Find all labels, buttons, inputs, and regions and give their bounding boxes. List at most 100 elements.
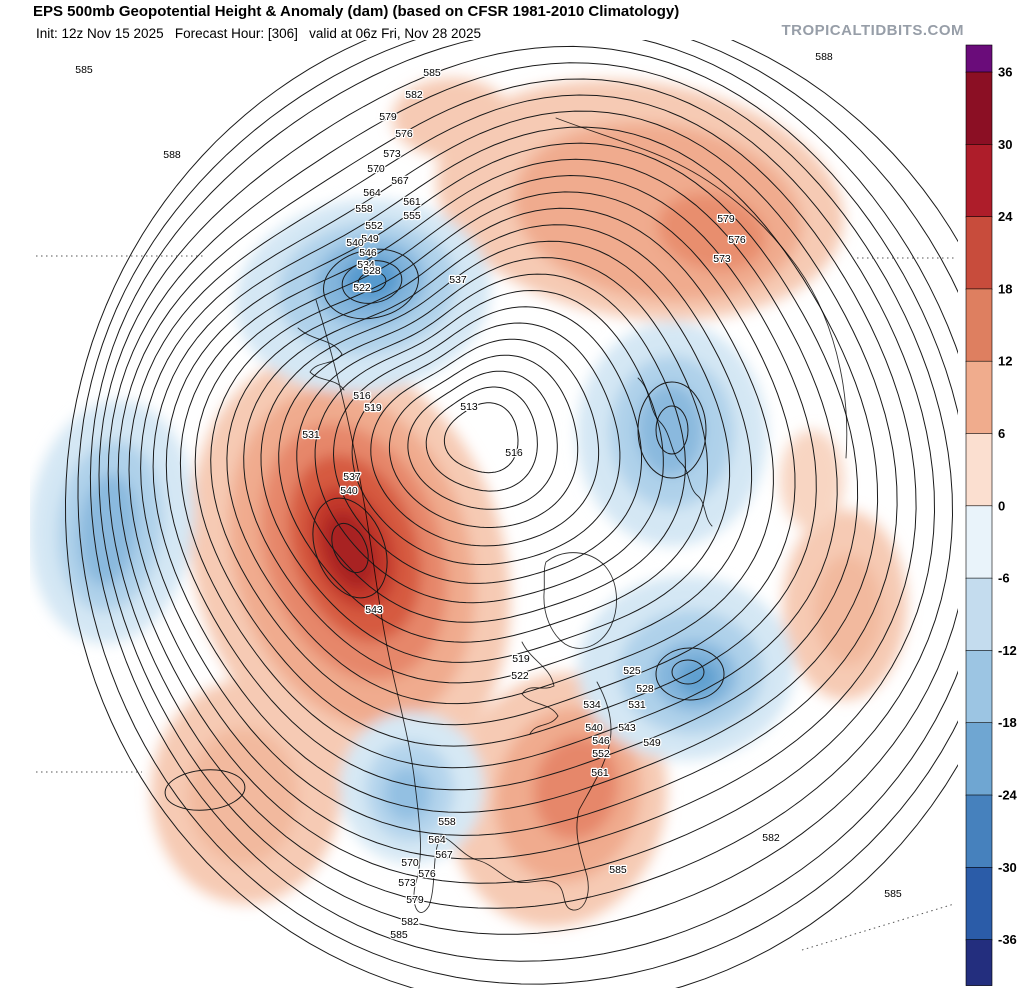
height-contours <box>64 40 958 988</box>
contour-label: 585 <box>390 929 408 941</box>
colorbar-tick: 24 <box>998 209 1013 224</box>
contour-line <box>117 78 936 884</box>
graticule-line <box>801 903 955 951</box>
contour-line <box>107 62 954 909</box>
coastline-path <box>297 327 345 391</box>
contour-label: 546 <box>359 247 377 259</box>
contour-line <box>152 126 879 813</box>
colorbar-segment <box>965 650 993 724</box>
anomaly-blob <box>657 193 767 271</box>
colorbar-segment <box>965 794 993 869</box>
colorbar-tick: -24 <box>998 788 1018 803</box>
contour-label: 573 <box>713 253 731 265</box>
contour-labels: 5855885885855825795765735705675645615585… <box>74 50 903 943</box>
contour-label: 582 <box>401 916 419 928</box>
contour-label: 528 <box>363 265 381 277</box>
contour-label: 588 <box>163 149 181 161</box>
contour-label: 549 <box>643 737 661 749</box>
colorbar-segment <box>965 433 993 507</box>
contour-label: 576 <box>395 128 413 140</box>
contour-label: 579 <box>379 111 397 123</box>
contour-label: 543 <box>365 604 383 616</box>
contour-line <box>296 273 686 623</box>
colorbar-segment <box>965 360 993 435</box>
contour-label: 549 <box>361 233 379 245</box>
colorbar-tick: 6 <box>998 426 1005 441</box>
contour-label: 579 <box>406 894 424 906</box>
colorbar-tick: 0 <box>998 498 1005 513</box>
contour-label: 534 <box>583 699 601 711</box>
colorbar-tick: -12 <box>998 643 1017 658</box>
contour-label: 522 <box>353 282 371 294</box>
closed-contour <box>331 522 369 574</box>
contour-label: 546 <box>592 735 610 747</box>
contour-line <box>388 354 579 528</box>
contour-label: 573 <box>398 877 416 889</box>
contour-label: 540 <box>340 485 358 497</box>
contour-label: 516 <box>353 390 371 402</box>
closed-contours <box>164 248 725 811</box>
contour-line <box>370 338 600 547</box>
coastline-path <box>543 552 617 649</box>
contour-line <box>260 240 731 663</box>
colorbar-tick: 12 <box>998 354 1012 369</box>
colorbar-segment <box>965 866 993 941</box>
contour-line <box>443 402 519 474</box>
colorbar-tick: -30 <box>998 860 1017 875</box>
contour-label: 561 <box>591 767 609 779</box>
contour-label: 582 <box>405 89 423 101</box>
contour-line <box>351 322 621 565</box>
contour-line <box>165 142 859 791</box>
contour-line <box>407 370 558 510</box>
contour-label: 519 <box>364 402 382 414</box>
chart-title: EPS 500mb Geopotential Height & Anomaly … <box>33 3 680 20</box>
anomaly-shading <box>30 78 907 928</box>
contour-label: 567 <box>391 175 409 187</box>
coastline-path <box>521 641 559 735</box>
contour-line <box>243 224 753 684</box>
anomaly-blob <box>323 511 377 589</box>
colorbar-tick: 36 <box>998 65 1012 80</box>
closed-contour <box>164 769 246 811</box>
contour-label: 570 <box>401 857 419 869</box>
contour-label: 531 <box>302 429 320 441</box>
closed-contour <box>655 405 689 455</box>
colorbar-tick: 30 <box>998 137 1012 152</box>
contour-line <box>98 45 958 935</box>
contour-label: 585 <box>423 67 441 79</box>
contour-label: 528 <box>636 683 654 695</box>
contour-label: 585 <box>609 864 627 876</box>
colorbar-segment <box>965 71 993 146</box>
colorbar-segment <box>965 216 993 290</box>
contour-label: 558 <box>438 816 456 828</box>
colorbar-segment <box>965 505 993 579</box>
closed-contour <box>671 659 705 685</box>
closed-contour <box>655 647 725 701</box>
contour-label: 564 <box>428 834 446 846</box>
contour-line <box>210 191 796 726</box>
contour-line <box>128 94 917 860</box>
contour-label: 573 <box>383 148 401 160</box>
colorbar-tick: -6 <box>998 571 1010 586</box>
anomaly-blob <box>677 660 719 696</box>
contour-label: 564 <box>363 187 381 199</box>
contour-label: 522 <box>511 670 529 682</box>
contour-line <box>140 110 898 836</box>
colorbar-segment <box>965 722 993 796</box>
contour-label: 588 <box>815 51 833 63</box>
anomaly-blob <box>533 736 619 840</box>
contour-label: 585 <box>884 888 902 900</box>
anomaly-blob <box>78 474 138 586</box>
colorbar-segment <box>965 577 993 652</box>
colorbar-tick: 18 <box>998 281 1012 296</box>
contour-line <box>278 257 709 643</box>
contour-label: 534 <box>357 259 375 271</box>
contour-label: 582 <box>762 832 780 844</box>
colorbar-tick: -36 <box>998 932 1017 947</box>
graticule-lines <box>36 255 955 951</box>
closed-contour <box>357 271 387 293</box>
coastlines <box>297 117 848 913</box>
watermark: TROPICALTIDBITS.COM <box>781 22 964 39</box>
